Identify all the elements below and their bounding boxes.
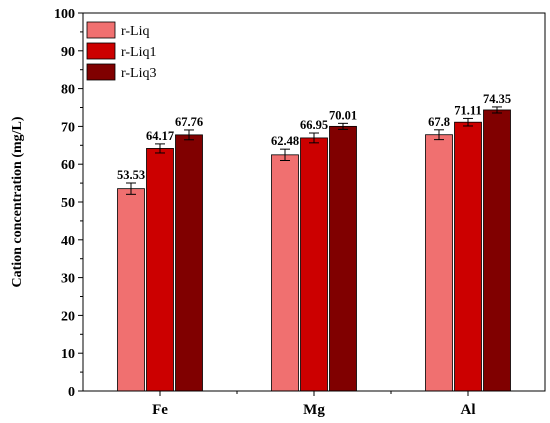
bar-r-liq3-al xyxy=(483,109,511,392)
bar-r-liq-mg xyxy=(271,154,299,392)
bar-r-liq-al xyxy=(425,134,453,392)
data-label-r-liq3-fe: 67.76 xyxy=(175,115,203,129)
legend-item-r-liq3: r-Liq3 xyxy=(86,63,157,81)
x-tick-label-mg: Mg xyxy=(303,402,325,418)
bars-layer xyxy=(117,109,511,392)
y-axis-title-group: Cation concentration (mg/L) xyxy=(10,116,25,287)
y-tick-label-50: 50 xyxy=(61,196,75,211)
error-bar-r-liq-al xyxy=(434,129,444,141)
y-tick-label-70: 70 xyxy=(61,120,75,135)
legend-label-r-liq: r-Liq xyxy=(121,24,150,39)
bar-r-liq1-mg xyxy=(300,137,328,392)
y-tick-label-20: 20 xyxy=(61,309,75,324)
y-tick-label-0: 0 xyxy=(68,385,75,400)
legend-item-r-liq1: r-Liq1 xyxy=(86,42,157,60)
error-bar-r-liq3-al xyxy=(492,106,502,114)
axes-layer: Fe Mg Al 0 10 20 30 40 50 60 70 80 90 100 xyxy=(54,7,546,418)
y-axis-title: Cation concentration (mg/L) xyxy=(10,116,25,287)
y-tick-label-90: 90 xyxy=(61,45,75,60)
bar-r-liq1-fe xyxy=(146,148,174,392)
data-label-r-liq-mg: 62.48 xyxy=(271,134,299,148)
y-tick-label-60: 60 xyxy=(61,158,75,173)
data-label-r-liq-al: 67.8 xyxy=(428,115,450,129)
data-label-r-liq1-fe: 64.17 xyxy=(146,129,174,143)
legend-item-r-liq: r-Liq xyxy=(86,21,150,39)
error-bar-r-liq1-fe xyxy=(155,143,165,154)
x-tick-label-al: Al xyxy=(461,402,476,418)
bar-r-liq3-mg xyxy=(329,125,357,392)
data-label-r-liq3-mg: 70.01 xyxy=(329,108,357,122)
bar-r-liq-fe xyxy=(117,188,145,392)
data-label-r-liq1-al: 71.11 xyxy=(454,103,481,117)
error-bar-r-liq1-al xyxy=(463,117,473,127)
error-bars-layer xyxy=(126,106,502,195)
legend-swatch-r-liq xyxy=(86,21,116,39)
error-bar-r-liq-fe xyxy=(126,182,136,195)
data-label-r-liq3-al: 74.35 xyxy=(483,92,511,106)
y-tick-label-10: 10 xyxy=(61,347,75,362)
bar-r-liq3-fe xyxy=(175,134,203,392)
bar-r-liq1-al xyxy=(454,121,482,392)
legend-swatch-r-liq1 xyxy=(86,42,116,60)
y-tick-label-100: 100 xyxy=(54,7,75,22)
error-bar-r-liq3-mg xyxy=(338,122,348,130)
x-tick-label-fe: Fe xyxy=(152,402,168,418)
legend: r-Liq r-Liq1 r-Liq3 xyxy=(86,21,157,81)
legend-swatch-r-liq3 xyxy=(86,63,116,81)
error-bar-r-liq1-mg xyxy=(309,132,319,144)
data-label-r-liq-fe: 53.53 xyxy=(117,168,145,182)
error-bar-r-liq-mg xyxy=(280,148,290,161)
legend-label-r-liq3: r-Liq3 xyxy=(121,66,157,81)
data-label-r-liq1-mg: 66.95 xyxy=(300,118,328,132)
y-tick-label-40: 40 xyxy=(61,234,75,249)
error-bar-r-liq3-fe xyxy=(184,129,194,141)
y-tick-label-30: 30 xyxy=(61,272,75,287)
legend-label-r-liq1: r-Liq1 xyxy=(121,45,157,60)
y-tick-label-80: 80 xyxy=(61,83,75,98)
